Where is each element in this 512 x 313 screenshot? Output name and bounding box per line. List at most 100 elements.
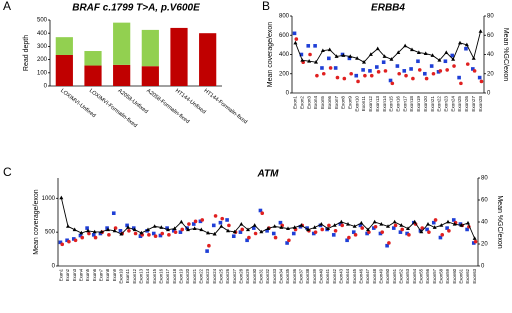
point xyxy=(407,233,411,237)
point xyxy=(451,218,456,222)
x-tick-label: Exon17 xyxy=(402,96,407,112)
point xyxy=(340,223,345,228)
x-tick-label: Exon1 xyxy=(293,96,298,109)
x-tick-label: Exon32 xyxy=(265,268,270,283)
bar-segment xyxy=(84,65,102,86)
point xyxy=(266,226,270,230)
x-tick-label: Exon11 xyxy=(125,268,130,283)
point xyxy=(72,227,77,232)
x-tick-label: Exon7 xyxy=(98,268,103,281)
point xyxy=(459,81,463,86)
bar-segment xyxy=(170,27,188,87)
point xyxy=(206,230,210,235)
point xyxy=(397,71,401,76)
point xyxy=(352,224,357,228)
point xyxy=(342,76,347,81)
point xyxy=(478,29,483,33)
y2-tick-label: 20 xyxy=(481,242,488,248)
point xyxy=(306,44,311,48)
point xyxy=(207,243,211,248)
x-tick-label: Exon19 xyxy=(416,96,421,112)
x-tick-label: Exon4 xyxy=(78,268,83,281)
point xyxy=(118,229,123,233)
x-tick-label: Exon21 xyxy=(430,96,435,112)
point xyxy=(472,69,477,73)
point xyxy=(146,227,150,232)
point xyxy=(351,230,356,234)
point xyxy=(375,46,380,51)
x-tick-label: Exon13 xyxy=(138,268,143,283)
point xyxy=(464,42,469,47)
point xyxy=(409,67,413,71)
point xyxy=(392,219,397,224)
point xyxy=(253,231,258,236)
chart-title: ATM xyxy=(257,169,280,180)
x-tick-label: Exon30 xyxy=(252,268,257,283)
point xyxy=(127,229,131,233)
point xyxy=(473,239,478,244)
x-tick-label: Exon22 xyxy=(198,268,203,283)
x-tick-label: Exon57 xyxy=(432,268,437,283)
point xyxy=(187,222,191,226)
point xyxy=(445,68,449,72)
point xyxy=(386,224,390,228)
point xyxy=(373,224,378,229)
point xyxy=(159,225,164,229)
y-tick-label: 0 xyxy=(44,84,48,90)
point xyxy=(198,219,203,224)
point xyxy=(369,73,374,78)
point xyxy=(327,223,331,228)
point xyxy=(265,229,269,233)
x-tick-label: Exon52 xyxy=(398,268,403,283)
point xyxy=(93,235,98,240)
point xyxy=(80,235,85,240)
x-tick-label: Exon62 xyxy=(465,268,470,283)
bar-segment xyxy=(141,66,159,86)
point xyxy=(213,214,218,218)
point xyxy=(451,57,456,61)
point xyxy=(398,230,403,234)
point xyxy=(147,233,151,237)
point xyxy=(443,59,448,64)
y-tick-label: 200 xyxy=(279,71,290,77)
x-tick-label: Exon22 xyxy=(437,96,442,112)
point xyxy=(327,47,332,52)
y-tick-label: 400 xyxy=(279,52,290,58)
point xyxy=(444,50,449,54)
point xyxy=(333,229,338,233)
x-tick-label: Exon18 xyxy=(172,268,177,283)
point xyxy=(406,226,410,230)
point xyxy=(387,241,391,245)
point xyxy=(320,48,325,53)
point xyxy=(389,57,394,61)
point xyxy=(119,231,124,236)
point xyxy=(139,230,144,235)
x-tick-label: Exon25 xyxy=(457,96,462,112)
point xyxy=(452,64,456,68)
x-tick-label: Exon7 xyxy=(334,96,339,109)
point xyxy=(252,223,257,227)
x-tick-label: Exon8 xyxy=(341,96,346,109)
chart-title: ERBB4 xyxy=(371,3,405,14)
x-tick-label: Exon14 xyxy=(382,96,387,112)
point xyxy=(353,233,358,237)
point xyxy=(432,225,437,229)
x-tick-label: Exon33 xyxy=(272,268,277,283)
x-tick-label: Exon47 xyxy=(365,268,370,283)
point xyxy=(433,218,438,222)
point xyxy=(106,227,110,232)
point xyxy=(311,231,316,236)
point xyxy=(315,73,319,78)
point xyxy=(332,223,337,227)
point xyxy=(112,228,117,233)
bar-segment xyxy=(55,37,73,55)
x-tick-label: Exon61 xyxy=(458,268,463,283)
bar-segment xyxy=(84,51,102,66)
x-tick-label: Exon31 xyxy=(258,268,263,283)
point xyxy=(312,225,317,229)
x-tick-label: Exon2 xyxy=(65,268,70,281)
point xyxy=(471,56,476,60)
x-tick-label: Exon55 xyxy=(418,268,423,283)
x-tick-label: Exon50 xyxy=(385,268,390,283)
y-axis-title: Mean coverage/exon xyxy=(267,22,274,87)
